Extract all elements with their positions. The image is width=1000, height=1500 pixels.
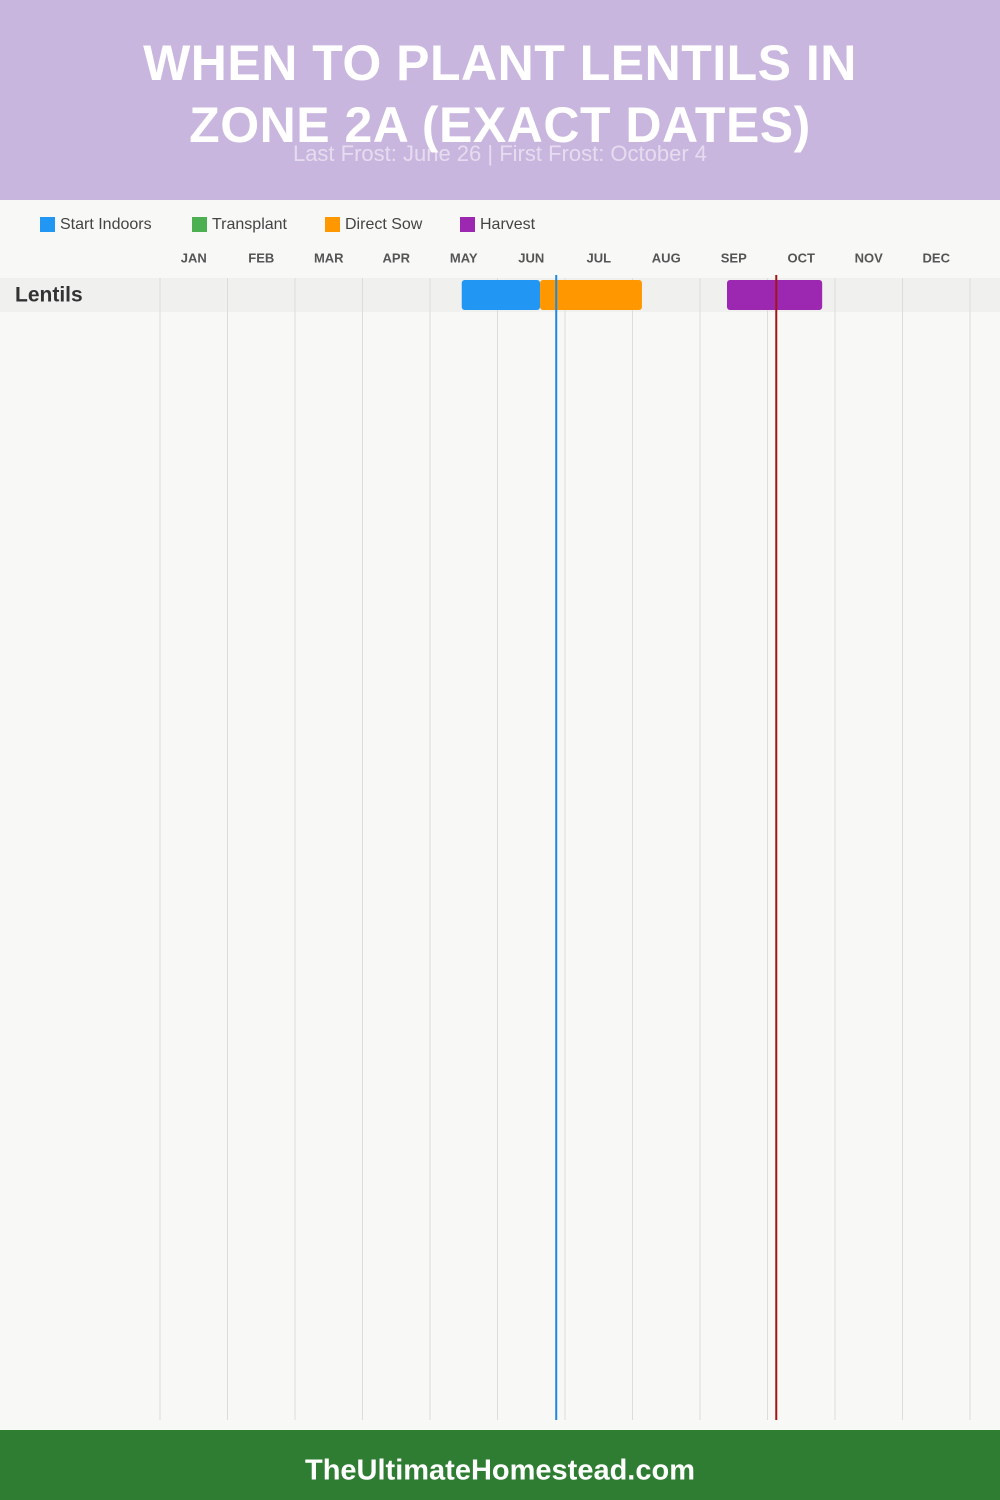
header-band [0,0,1000,200]
chart-title: WHEN TO PLANT LENTILS IN ZONE 2A (EXACT … [143,35,857,153]
legend-label: Transplant [212,216,288,233]
row-label: Lentils [15,284,83,307]
legend-label: Start Indoors [60,216,152,233]
x-tick-label: JUL [586,250,611,265]
legend-label: Harvest [480,216,536,233]
bar [461,280,541,310]
x-tick-label: JAN [181,250,207,265]
legend-swatch [40,217,55,232]
subtitle: Last Frost: June 26 | First Frost: Octob… [293,141,707,166]
x-tick-label: DEC [923,250,951,265]
bar [727,280,823,310]
bar [540,280,642,310]
x-tick-label: MAR [314,250,344,265]
x-tick-label: APR [383,250,411,265]
x-tick-label: OCT [788,250,816,265]
legend-swatch [460,217,475,232]
legend-swatch [192,217,207,232]
x-tick-label: JUN [518,250,544,265]
footer-band [0,1430,1000,1500]
legend-label: Direct Sow [345,216,423,233]
x-tick-label: MAY [450,250,478,265]
legend-swatch [325,217,340,232]
x-tick-label: FEB [248,250,274,265]
x-tick-label: AUG [652,250,681,265]
x-tick-label: SEP [721,250,747,265]
footer: TheUltimateHomestead.com [305,1455,695,1487]
x-tick-label: NOV [855,250,884,265]
